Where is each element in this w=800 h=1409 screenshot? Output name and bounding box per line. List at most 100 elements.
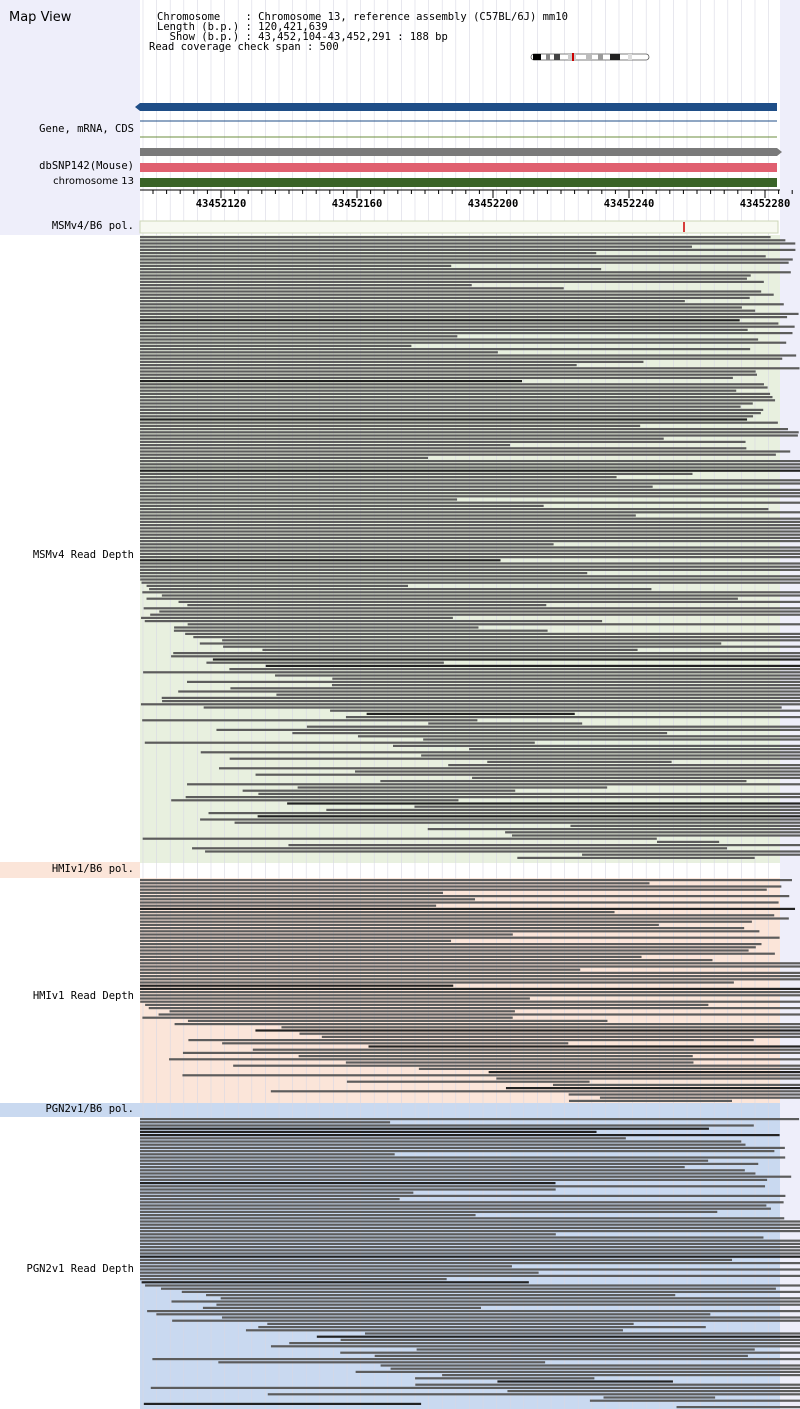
msm-read xyxy=(448,764,800,767)
pgn-read xyxy=(140,1134,780,1137)
pgn-read xyxy=(258,1326,706,1329)
msm-read xyxy=(171,655,800,658)
msm-read xyxy=(187,623,800,626)
hmi-read xyxy=(140,978,800,981)
pgn-read xyxy=(150,1386,800,1389)
msm-read xyxy=(140,453,776,456)
hmi-read xyxy=(368,1045,800,1048)
msm-read xyxy=(187,783,800,786)
hmi-read xyxy=(140,962,800,965)
hmi-read xyxy=(140,891,443,894)
msm-read xyxy=(511,834,800,837)
msm-read xyxy=(140,469,800,472)
msm-depth-label: MSMv4 Read Depth xyxy=(32,549,134,561)
msm-read xyxy=(140,354,797,357)
hmi-read xyxy=(140,984,454,987)
msm-read xyxy=(331,684,800,687)
msm-read xyxy=(140,578,800,581)
pgn-read xyxy=(140,1201,784,1204)
chromosome-track-label: chromosome 13 xyxy=(53,176,134,187)
pgn-read xyxy=(181,1290,800,1293)
msm-read xyxy=(140,460,800,463)
msm-read xyxy=(276,693,800,696)
msm-read xyxy=(142,837,657,840)
pgn-read xyxy=(415,1383,800,1386)
msm-read xyxy=(140,264,452,267)
msm-read xyxy=(140,456,428,459)
msm-read xyxy=(469,748,800,751)
snp-track-label: dbSNP142(Mouse) xyxy=(39,160,134,172)
pgn-read xyxy=(140,1146,785,1149)
pgn-read xyxy=(218,1361,546,1364)
msm-read xyxy=(140,466,800,469)
msm-read xyxy=(140,543,554,546)
msm-read xyxy=(366,712,575,715)
pgn-pol-label: PGN2v1/B6 pol. xyxy=(45,1103,134,1115)
msm-read xyxy=(140,306,742,309)
msm-read xyxy=(140,572,588,575)
pgn-pol-label-bg xyxy=(0,1103,140,1117)
msm-read xyxy=(200,818,800,821)
pgn-read xyxy=(364,1332,800,1335)
pgn-read xyxy=(140,1156,786,1159)
pgn-read xyxy=(220,1297,800,1300)
hmi-read xyxy=(140,930,760,933)
msm-read xyxy=(140,495,800,498)
msm-read xyxy=(234,821,800,824)
msm-read xyxy=(173,652,800,655)
chromosome-ideogram[interactable] xyxy=(530,53,650,61)
msm-read xyxy=(140,328,748,331)
coverage-span-info: Read coverage check span : 500 xyxy=(149,41,339,53)
msm-read xyxy=(229,757,800,760)
msm-read xyxy=(140,319,740,322)
msm-read xyxy=(140,520,800,523)
pgn-read xyxy=(140,1278,447,1281)
msm-read xyxy=(140,332,793,335)
pgn-read xyxy=(245,1329,623,1332)
msm-read xyxy=(203,706,782,709)
hmi-read xyxy=(140,923,659,926)
hmi-read xyxy=(158,1013,800,1016)
hmi-read xyxy=(140,885,782,888)
msm-read xyxy=(140,501,800,504)
msm-read xyxy=(140,565,800,568)
msm-read xyxy=(141,581,800,584)
pgn-read xyxy=(140,1118,800,1121)
msm-read xyxy=(140,386,768,389)
msm-read xyxy=(140,498,458,501)
msm-read xyxy=(140,463,800,466)
hmi-read xyxy=(140,955,642,958)
msm-read xyxy=(140,533,800,536)
msm-read xyxy=(187,680,800,683)
msm-read xyxy=(140,559,501,562)
msm-read xyxy=(141,616,453,619)
pgn-read xyxy=(442,1374,800,1377)
msm-read xyxy=(380,780,747,783)
hmi-read xyxy=(233,1064,800,1067)
hmi-read xyxy=(488,1071,800,1074)
msm-read xyxy=(205,850,800,853)
msm-read xyxy=(357,735,800,738)
msm-read xyxy=(292,732,668,735)
pgn-read xyxy=(380,1364,800,1367)
msm-read xyxy=(140,338,759,341)
pgn-read xyxy=(140,1159,709,1162)
pgn-read xyxy=(140,1191,414,1194)
hmi-read xyxy=(140,991,800,994)
hmi-read xyxy=(140,914,775,917)
msm-read xyxy=(229,668,800,671)
pgn-read xyxy=(141,1281,529,1284)
msm-read xyxy=(140,252,597,255)
pgn-read xyxy=(140,1265,512,1268)
msm-read xyxy=(140,485,653,488)
msm-read xyxy=(140,312,799,315)
pgn-read xyxy=(140,1239,800,1242)
msm-read xyxy=(200,751,800,754)
pgn-read xyxy=(143,1402,422,1405)
hmi-read xyxy=(182,1074,800,1077)
pgn-read xyxy=(140,1143,746,1146)
pgn-read xyxy=(152,1358,800,1361)
msm-read xyxy=(140,437,664,440)
msm-read xyxy=(140,402,753,405)
